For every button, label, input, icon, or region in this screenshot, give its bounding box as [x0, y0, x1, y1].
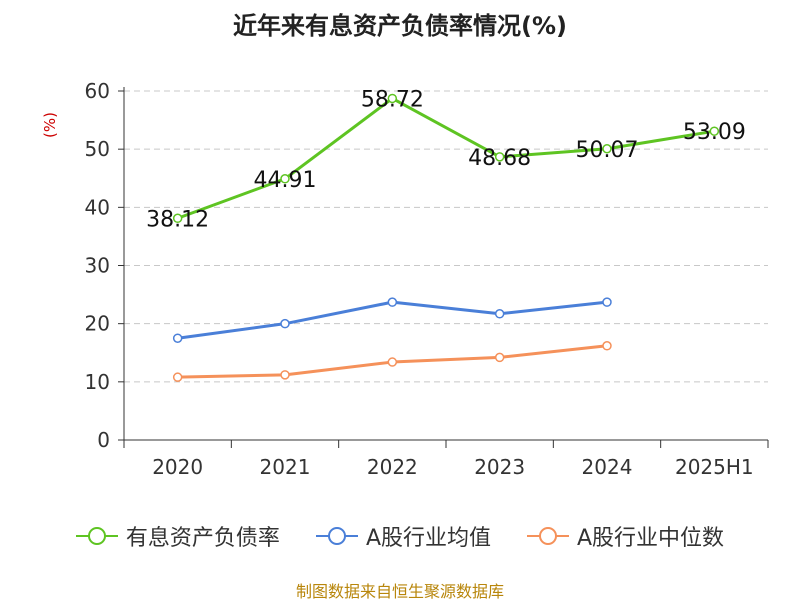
series-0-point-2022: [387, 93, 398, 104]
data-label-2022: 58.72: [361, 87, 424, 112]
series-0-point-2021: [280, 174, 290, 184]
y-tick-label-60: 60: [85, 79, 110, 103]
y-tick-label-10: 10: [85, 370, 110, 394]
y-tick-label-50: 50: [85, 137, 110, 161]
legend-marker-2: [527, 527, 569, 545]
series-0-point-2023: [494, 152, 505, 162]
series-1-point-2024: [602, 297, 612, 307]
legend-marker-1: [315, 527, 358, 545]
series-1-point-2021: [280, 318, 290, 329]
series-line-0: [177, 96, 715, 220]
y-tick-label-40: 40: [85, 195, 110, 219]
legend-item-1[interactable]: A股行业均值: [315, 520, 491, 552]
legend-label-2: A股行业中位数: [577, 526, 725, 551]
data-label-2021: 44.91: [254, 168, 317, 193]
series-2-point-2024: [602, 341, 612, 351]
data-label-2024: 50.07: [576, 138, 639, 163]
series-2-point-2021: [280, 370, 290, 380]
chart-legend: 有息资产负债率 A股行业均值 A股行业中位数: [0, 520, 800, 552]
x-tick-label-2021: 2021: [260, 455, 311, 479]
series-0-point-2024: [602, 144, 612, 154]
series-2-point-2022: [387, 357, 398, 367]
y-tick-label-0: 0: [97, 428, 110, 452]
series-2-point-2020: [172, 372, 183, 382]
series-2-point-2023: [494, 352, 505, 363]
x-tick-label-2024: 2024: [582, 455, 633, 479]
series-1-point-2022: [387, 297, 398, 307]
legend-label-0: 有息资产负债率: [125, 526, 280, 551]
x-tick-label-2022: 2022: [367, 455, 418, 479]
legend-item-2[interactable]: A股行业中位数: [527, 520, 724, 552]
series-line-1: [177, 300, 608, 340]
chart-title: 近年来有息资产负债率情况(%): [233, 12, 567, 40]
series-1-point-2023: [494, 309, 505, 319]
x-tick-label-2023: 2023: [474, 455, 525, 479]
legend-label-1: A股行业均值: [365, 526, 491, 551]
data-source-note: 制图数据来自恒生聚源数据库: [295, 582, 504, 601]
y-tick-label-20: 20: [85, 312, 110, 336]
series-1-point-2020: [172, 333, 183, 343]
legend-marker-0: [75, 527, 118, 545]
series-0-point-2020: [172, 213, 183, 224]
data-label-2025H1: 53.09: [683, 120, 746, 145]
legend-item-0[interactable]: 有息资产负债率: [75, 520, 280, 552]
series-0-point-2025H1: [709, 126, 720, 136]
data-label-2023: 48.68: [468, 146, 531, 171]
y-tick-label-30: 30: [85, 254, 110, 278]
x-tick-label-2020: 2020: [152, 455, 203, 479]
data-label-2020: 38.12: [146, 207, 209, 232]
x-tick-label-2025H1: 2025H1: [675, 455, 754, 479]
